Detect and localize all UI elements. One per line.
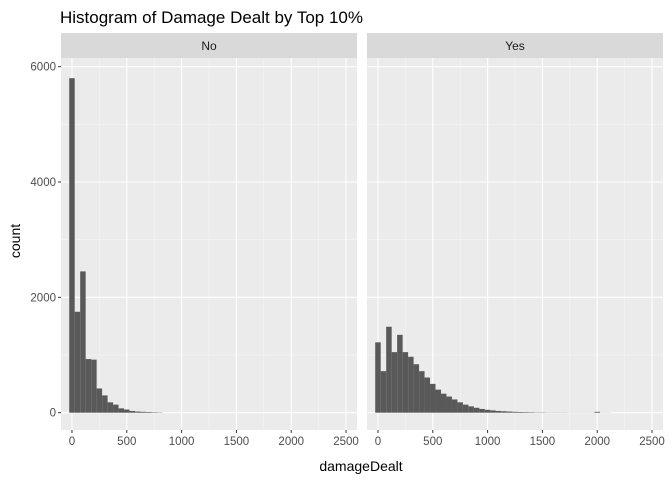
histogram-bar: [91, 360, 96, 413]
histogram-bar: [446, 397, 451, 413]
histogram-bar: [425, 378, 430, 413]
histogram-bar: [419, 371, 424, 413]
y-tick-label: 2000: [30, 292, 56, 304]
histogram-bar: [381, 371, 386, 413]
x-tick-label: 0: [375, 436, 381, 448]
histogram-bar: [146, 412, 151, 413]
histogram-bar: [119, 408, 124, 412]
histogram-bar: [490, 410, 495, 412]
x-tick-label: 2000: [278, 436, 304, 448]
histogram-bar: [403, 352, 408, 413]
histogram-bar: [523, 412, 528, 413]
histogram-bar: [594, 412, 599, 413]
histogram-bar: [408, 357, 413, 413]
x-tick-label: 2500: [639, 436, 665, 448]
histogram-bar: [468, 406, 473, 412]
x-tick-label: 500: [423, 436, 442, 448]
histogram-bar: [386, 327, 391, 413]
histogram-bar: [474, 408, 479, 413]
histogram-bar: [97, 388, 102, 412]
x-tick-label: 1500: [224, 436, 250, 448]
x-tick-label: 1000: [475, 436, 501, 448]
histogram-bar: [452, 399, 457, 412]
facet-strip-label: No: [201, 39, 217, 53]
x-tick-label: 2000: [584, 436, 610, 448]
histogram-bar: [463, 405, 468, 413]
histogram-bar: [414, 364, 419, 412]
histogram-bar: [108, 402, 113, 412]
histogram-bar: [124, 410, 129, 413]
histogram-bar: [135, 412, 140, 413]
histogram-bar: [496, 411, 501, 413]
x-tick-label: 2500: [333, 436, 359, 448]
histogram-bar: [80, 271, 85, 412]
histogram-bar: [457, 402, 462, 412]
histogram-bar: [518, 412, 523, 413]
histogram-bar: [430, 384, 435, 413]
x-tick-label: 0: [69, 436, 75, 448]
y-tick-label: 6000: [30, 62, 56, 74]
x-axis-label: damageDealt: [319, 458, 402, 474]
histogram-bar: [86, 359, 91, 413]
histogram-bar: [140, 412, 145, 413]
histogram-bar: [69, 78, 74, 413]
x-tick-label: 500: [117, 436, 136, 448]
chart-title: Histogram of Damage Dealt by Top 10%: [60, 8, 363, 27]
y-tick-label: 4000: [30, 177, 56, 189]
facet-panel-no: No 0 500 1000 1500 2000 2500 0 2000 4000 6000: [30, 33, 358, 448]
histogram-bar: [507, 412, 512, 413]
histogram-bar: [436, 390, 441, 413]
histogram-bar: [479, 409, 484, 413]
histogram-bar: [485, 410, 490, 413]
x-tick-label: 1500: [530, 436, 556, 448]
histogram-bar: [441, 394, 446, 413]
histogram-bar: [130, 411, 135, 413]
histogram-bar: [512, 412, 517, 413]
y-axis-label: count: [7, 224, 23, 258]
histogram-bar: [392, 352, 397, 413]
histogram-bar: [75, 312, 80, 413]
histogram-bar: [102, 395, 107, 412]
facet-panel-yes: Yes 0 500 1000 1500 2000 2500: [367, 33, 665, 448]
histogram-bar: [501, 411, 506, 412]
x-tick-label: 1000: [169, 436, 195, 448]
y-tick-label: 0: [50, 408, 56, 420]
facet-strip-label: Yes: [505, 39, 525, 53]
histogram-bar: [375, 342, 380, 412]
histogram-bar: [397, 335, 402, 413]
histogram-bar: [113, 405, 118, 413]
